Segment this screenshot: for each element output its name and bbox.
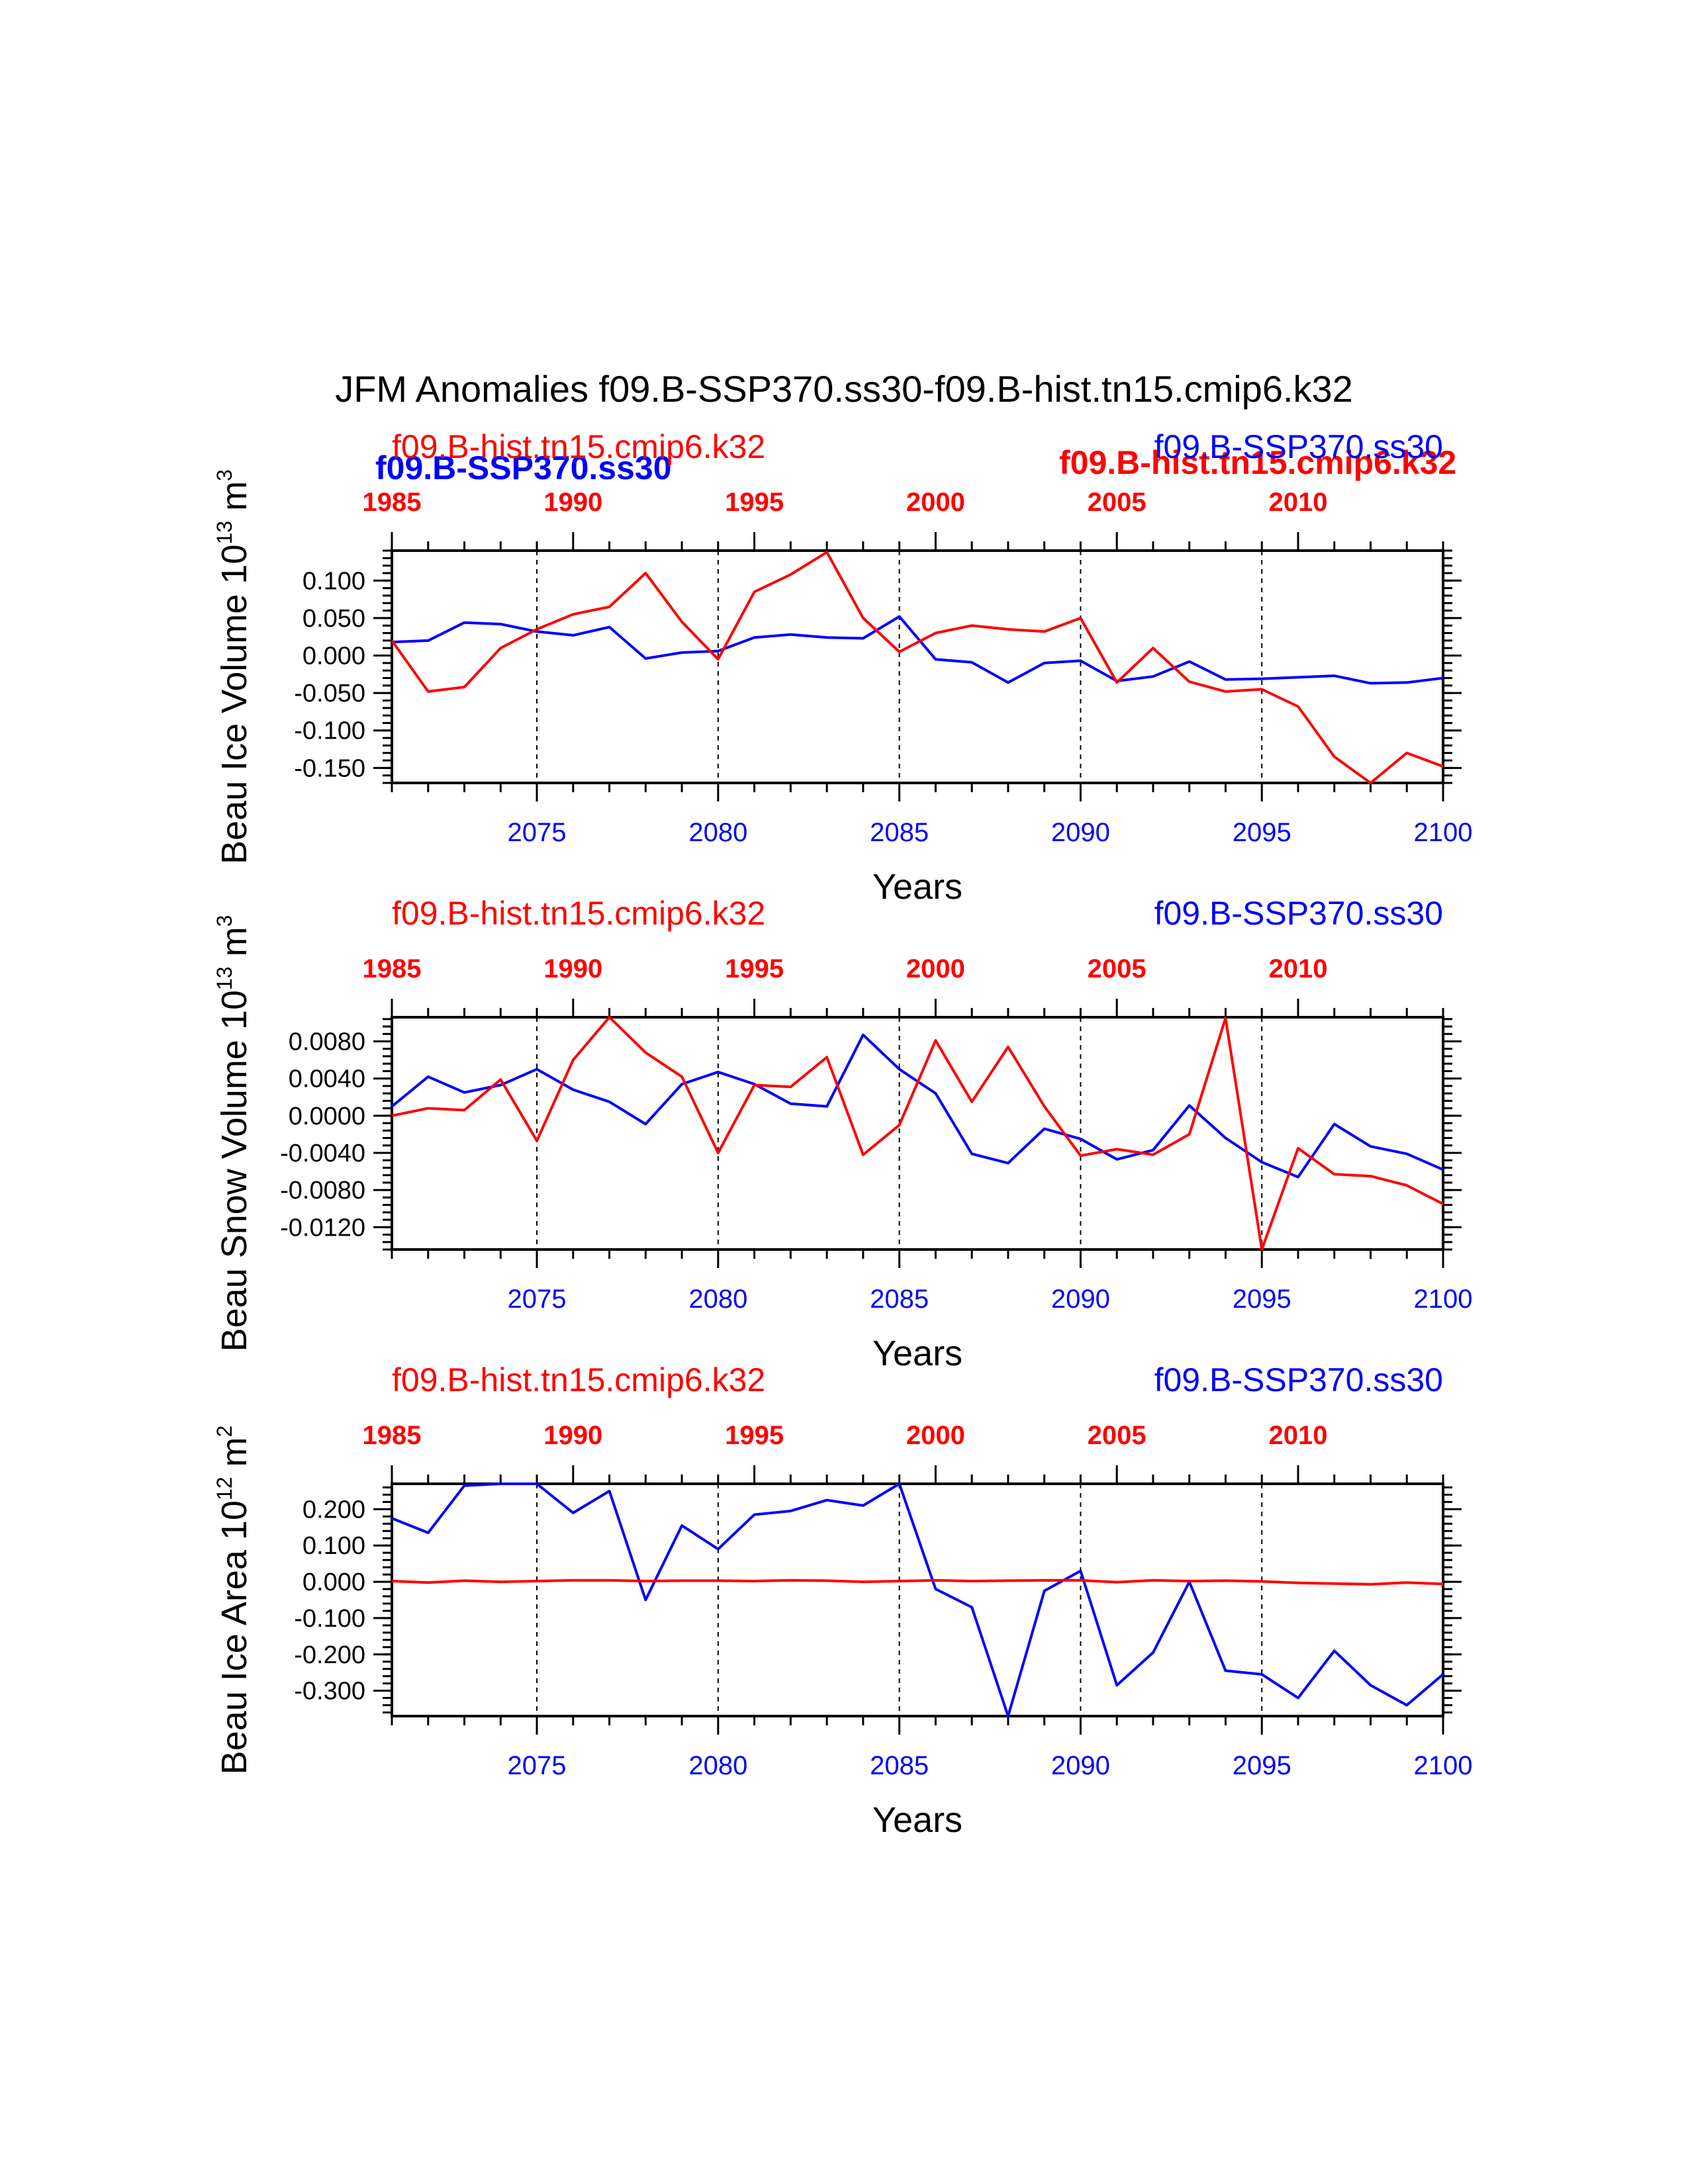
top-tick-label: 1990	[543, 1421, 602, 1450]
top-tick-label: 2000	[906, 488, 965, 517]
y-tick-label: 0.000	[303, 643, 365, 670]
x-tick-label: 2075	[508, 1285, 567, 1314]
y-tick-label: 0.000	[303, 1569, 365, 1596]
x-axis-label: Years	[872, 1800, 962, 1840]
y-axis-label-text: Beau Ice Area 10	[214, 1500, 254, 1774]
series-hist-line	[391, 1578, 1444, 1586]
y-axis-label: Beau Ice Area 1012 m2	[212, 1426, 254, 1775]
y-tick-label: 0.0040	[289, 1066, 365, 1093]
y-tick-label: -0.0120	[280, 1214, 365, 1242]
y-axis-label-unit: m	[214, 481, 254, 521]
panel-title-left: f09.B-hist.tn15.cmip6.k32	[392, 428, 765, 465]
y-tick-label: -0.100	[294, 1605, 365, 1633]
y-tick-label: -0.200	[294, 1641, 365, 1669]
y-axis-label-unit: m	[214, 1437, 254, 1477]
top-tick-label: 2000	[906, 1421, 965, 1450]
x-tick-label: 2080	[688, 818, 747, 847]
x-tick-label: 2095	[1233, 1751, 1291, 1780]
top-tick-label: 1985	[363, 954, 422, 983]
y-axis-label: Beau Ice Volume 1013 m3	[212, 469, 254, 864]
x-tick-label: 2075	[508, 818, 567, 847]
y-axis-label-unit: m	[214, 927, 254, 966]
series-hist-line	[391, 551, 1444, 784]
y-axis-label: Beau Snow Volume 1013 m3	[212, 915, 254, 1352]
series-ssp-line	[391, 1482, 1444, 1717]
x-tick-label: 2080	[688, 1751, 747, 1780]
y-tick-label: -0.150	[294, 754, 365, 782]
top-tick-label: 2010	[1268, 954, 1327, 983]
y-tick-label: 0.200	[303, 1496, 365, 1524]
x-tick-label: 2090	[1051, 818, 1110, 847]
panel-title-right: f09.B-SSP370.ss30	[1154, 1361, 1443, 1398]
x-axis-label: Years	[872, 867, 962, 907]
x-tick-label: 2090	[1051, 1751, 1110, 1780]
y-tick-label: -0.0080	[280, 1177, 365, 1205]
top-tick-label: 1985	[363, 488, 422, 517]
top-tick-label: 2005	[1088, 1421, 1147, 1450]
top-tick-label: 2010	[1268, 488, 1327, 517]
y-tick-label: 0.100	[303, 567, 365, 595]
panel-title-right: f09.B-SSP370.ss30	[1154, 895, 1443, 932]
series-ssp-line	[391, 1033, 1444, 1179]
y-axis-label-exp: 13	[212, 521, 236, 545]
panel-title-right: f09.B-SSP370.ss30	[1154, 428, 1443, 465]
panel-ice-area: f09.B-hist.tn15.cmip6.k32 f09.B-SSP370.ss…	[212, 1361, 1472, 1840]
top-tick-label: 2010	[1268, 1421, 1327, 1450]
y-axis-label-text: Beau Snow Volume 10	[214, 990, 254, 1351]
top-tick-label: 1990	[543, 488, 602, 517]
panel-snow-volume: f09.B-hist.tn15.cmip6.k32 f09.B-SSP370.ss…	[212, 895, 1472, 1373]
top-tick-label: 1995	[725, 954, 784, 983]
top-tick-label: 1995	[725, 488, 784, 517]
x-axis-label: Years	[872, 1334, 962, 1373]
main-title: JFM Anomalies f09.B-SSP370.ss30-f09.B-hi…	[335, 368, 1353, 410]
x-tick-label: 2095	[1233, 1285, 1291, 1314]
top-tick-label: 2005	[1088, 488, 1147, 517]
x-tick-label: 2100	[1414, 1751, 1473, 1780]
top-tick-label: 1990	[543, 954, 602, 983]
y-axis-label-text: Beau Ice Volume 10	[214, 545, 254, 864]
x-tick-label: 2085	[870, 1751, 929, 1780]
x-tick-label: 2095	[1233, 818, 1291, 847]
top-tick-label: 1985	[363, 1421, 422, 1450]
y-axis-label-unit-exp: 3	[212, 469, 236, 481]
x-tick-label: 2100	[1414, 1285, 1473, 1314]
y-tick-label: -0.0040	[280, 1140, 365, 1167]
overlay-ssp-label: f09.B-SSP370.ss30	[375, 449, 672, 486]
x-tick-label: 2085	[870, 1285, 929, 1314]
top-tick-label: 2005	[1088, 954, 1147, 983]
top-tick-label: 1995	[725, 1421, 784, 1450]
plot-frame	[391, 549, 1444, 784]
x-tick-label: 2075	[508, 1751, 567, 1780]
y-tick-label: -0.100	[294, 717, 365, 745]
y-tick-label: 0.050	[303, 605, 365, 633]
y-axis-label-exp: 13	[212, 966, 236, 990]
x-tick-label: 2085	[870, 818, 929, 847]
panel-title-left: f09.B-hist.tn15.cmip6.k32	[392, 895, 765, 932]
x-tick-label: 2080	[688, 1285, 747, 1314]
y-axis-label-unit-exp: 3	[212, 915, 236, 927]
panel-ice-volume: f09.B-hist.tn15.cmip6.k32 f09.B-SSP370.ss…	[212, 428, 1472, 907]
y-axis-label-unit-exp: 2	[212, 1426, 236, 1437]
x-tick-label: 2100	[1414, 818, 1473, 847]
y-tick-label: 0.0080	[289, 1028, 365, 1056]
overlay-hist-label: f09.B-hist.tn15.cmip6.k32	[1059, 444, 1456, 481]
plot-frame	[391, 1482, 1444, 1717]
plot-frame	[391, 1016, 1444, 1251]
top-tick-label: 2000	[906, 954, 965, 983]
x-tick-label: 2090	[1051, 1285, 1110, 1314]
series-ssp-line	[391, 615, 1444, 685]
y-tick-label: 0.100	[303, 1532, 365, 1560]
panel-title-left: f09.B-hist.tn15.cmip6.k32	[392, 1361, 765, 1398]
y-tick-label: -0.050	[294, 680, 365, 707]
y-axis-label-exp: 12	[212, 1477, 236, 1500]
y-tick-label: -0.300	[294, 1678, 365, 1706]
y-tick-label: 0.0000	[289, 1103, 365, 1130]
series-hist-line	[391, 1016, 1444, 1251]
